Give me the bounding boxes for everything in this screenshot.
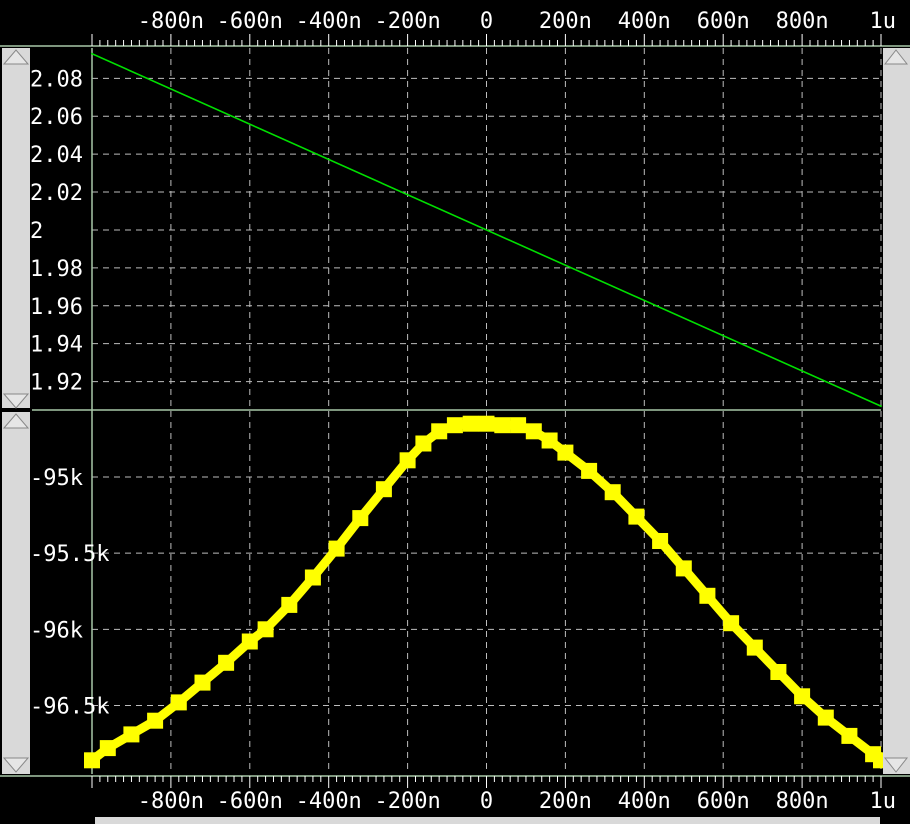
bottom-x-tick-label: -400n	[296, 789, 362, 814]
y-tick-label: 2.02	[30, 181, 83, 206]
top-x-tick-label: 1u	[870, 9, 897, 34]
series-point	[170, 694, 187, 711]
series-point	[281, 596, 298, 613]
series-point	[304, 569, 321, 586]
right-scrollbar-track[interactable]	[883, 48, 910, 774]
series-point	[525, 423, 542, 440]
bottom-x-tick-label: -600n	[217, 789, 283, 814]
top-x-tick-label: 800n	[776, 9, 829, 34]
y-tick-label: 1.94	[30, 333, 83, 358]
series-point	[794, 688, 811, 705]
bottom-x-tick-label: 600n	[697, 789, 750, 814]
series-point	[510, 417, 527, 434]
top-x-tick-label: 0	[480, 9, 493, 34]
left-scrollbar-top-track[interactable]	[2, 48, 30, 408]
y-tick-label: 2.06	[30, 105, 83, 130]
top-x-tick-label: -800n	[138, 9, 204, 34]
bottom-x-tick-label: 0	[480, 789, 493, 814]
series-point	[746, 639, 763, 656]
series-point	[352, 510, 369, 527]
bottom-x-tick-label: 200n	[539, 789, 592, 814]
series-point	[218, 654, 235, 671]
series-point	[770, 664, 787, 680]
y-tick-label: 2.08	[30, 67, 83, 92]
scroll-down-arrow-icon[interactable]	[2, 393, 30, 409]
series-point	[328, 540, 345, 557]
series-point	[604, 484, 621, 501]
y-tick-label: -95k	[30, 466, 83, 491]
series-point	[541, 432, 558, 449]
top-x-tick-label: -200n	[374, 9, 440, 34]
series-point	[478, 415, 495, 432]
top-x-tick-label: 400n	[618, 9, 671, 34]
top-x-tick-label: 200n	[539, 9, 592, 34]
series-point	[841, 727, 858, 744]
axes	[0, 34, 910, 788]
series-point	[557, 444, 574, 461]
series-point	[84, 752, 100, 769]
scroll-down-arrow-icon[interactable]	[2, 757, 30, 773]
bottom-x-tick-label: 800n	[776, 789, 829, 814]
scroll-down-arrow-icon[interactable]	[883, 757, 909, 773]
top-x-tick-label: -600n	[217, 9, 283, 34]
scroll-up-arrow-icon[interactable]	[2, 413, 30, 429]
y-tick-label: -96.5k	[30, 694, 109, 719]
left-scrollbar-top[interactable]	[2, 48, 30, 409]
series	[84, 52, 889, 769]
bottom-x-tick-label: -200n	[374, 789, 440, 814]
bottom-x-tick-label: 1u	[870, 789, 897, 814]
top-x-tick-label: 600n	[697, 9, 750, 34]
scroll-up-arrow-icon[interactable]	[2, 49, 30, 65]
right-scrollbar[interactable]	[883, 48, 910, 774]
y-tick-label: -95.5k	[30, 542, 109, 567]
horizontal-scrollbar[interactable]	[95, 817, 880, 824]
series-point	[375, 481, 392, 498]
y-tick-label: 1.92	[30, 371, 83, 396]
bottom-x-tick-label: 400n	[618, 789, 671, 814]
y-tick-label: 1.96	[30, 295, 83, 320]
bottom-x-tick-label: -800n	[138, 789, 204, 814]
y-tick-label: 1.98	[30, 257, 83, 282]
top-x-tick-label: -400n	[296, 9, 362, 34]
series-point	[415, 435, 432, 452]
left-scrollbar-bottom[interactable]	[2, 412, 30, 774]
series-point	[699, 587, 716, 604]
series-point	[446, 417, 463, 434]
series-point	[194, 674, 211, 691]
series-point	[494, 417, 511, 434]
y-tick-label: 2.04	[30, 143, 83, 168]
y-tick-label: -96k	[30, 618, 83, 643]
series-point	[628, 508, 645, 525]
series-point	[723, 615, 740, 632]
series-point	[241, 633, 258, 650]
series-point	[257, 621, 274, 638]
scroll-up-arrow-icon[interactable]	[883, 49, 909, 65]
grid	[92, 48, 882, 774]
series-point	[462, 415, 479, 432]
series-line-panel-1	[90, 52, 883, 408]
y-tick-label: 2	[30, 219, 43, 244]
series-point	[817, 709, 834, 726]
series-point	[399, 452, 416, 469]
series-point	[123, 726, 140, 743]
series-point	[652, 533, 669, 549]
left-scrollbar-bottom-track[interactable]	[2, 412, 30, 774]
series-point	[431, 423, 448, 440]
series-point	[581, 462, 598, 479]
tick-labels: -800n -800n -600n -600n -400n -400n -200n -200n…	[30, 9, 896, 814]
series-point	[675, 560, 692, 577]
series-point	[147, 712, 164, 729]
series-point	[99, 740, 116, 757]
